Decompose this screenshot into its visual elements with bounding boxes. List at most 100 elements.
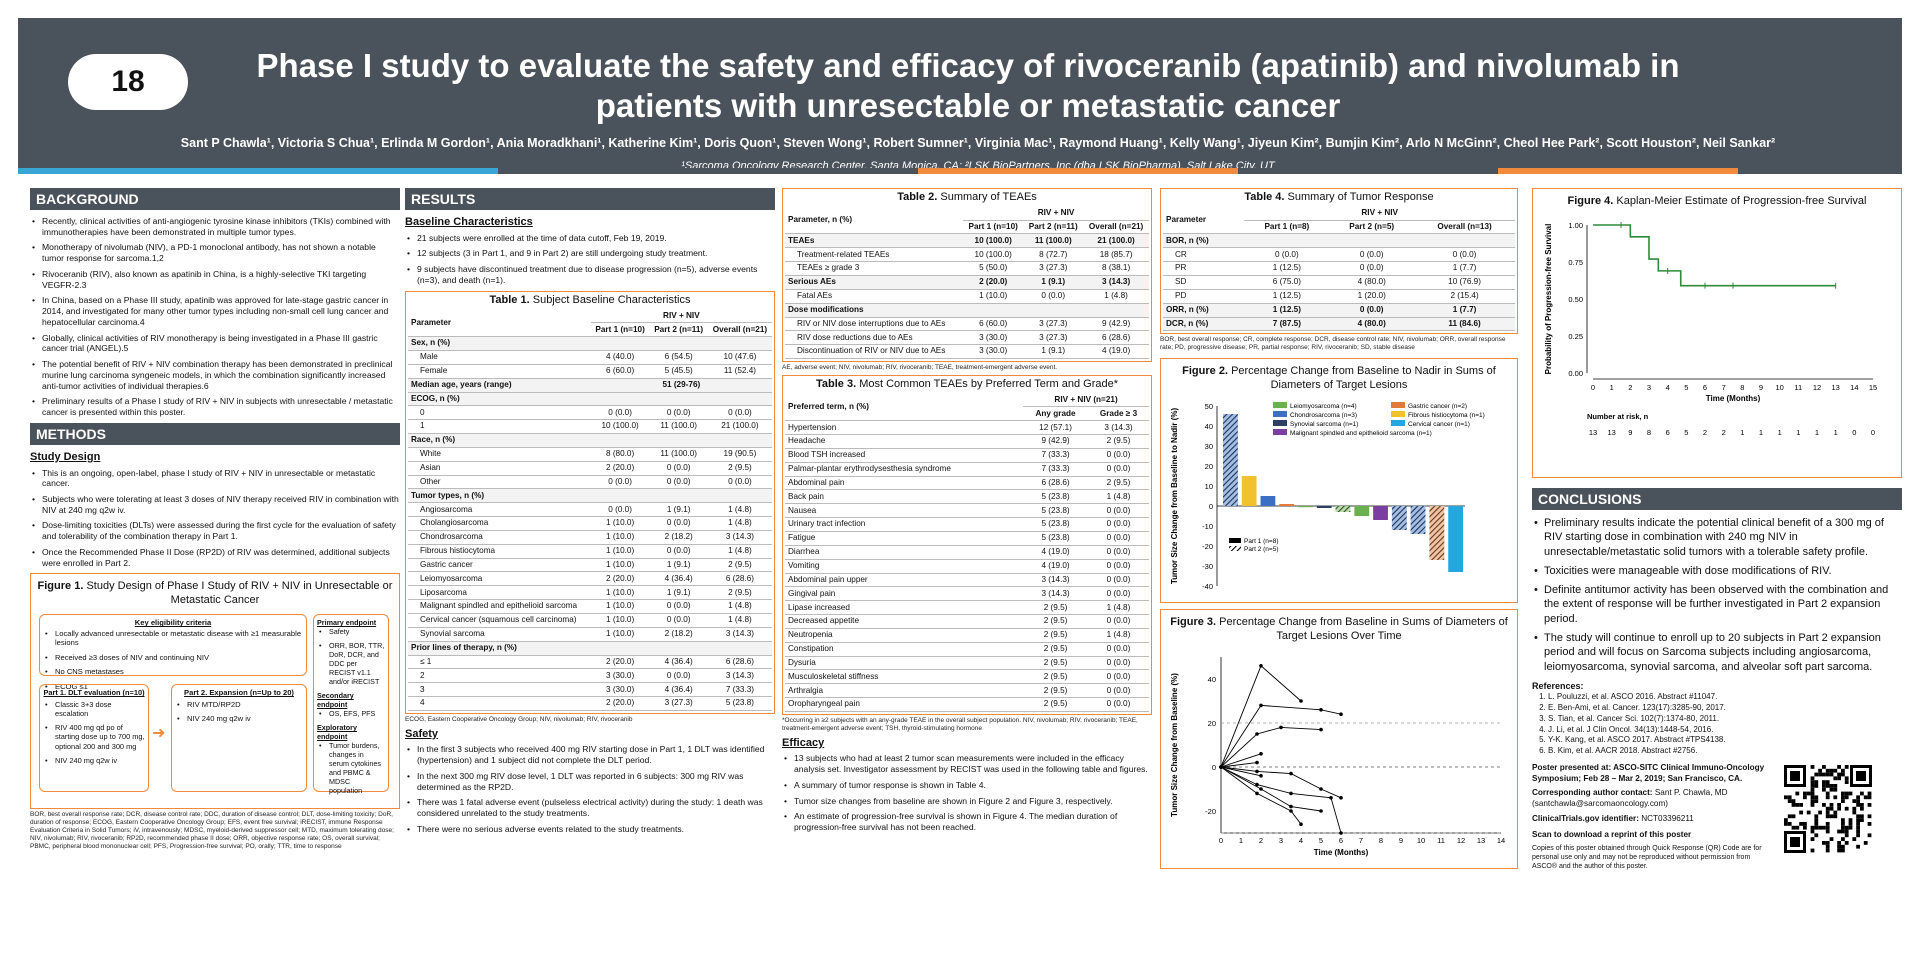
baseline-item: 12 subjects (3 in Part 1, and 9 in Part … [405, 248, 775, 259]
x-tick-label: 1 [1239, 836, 1243, 845]
safety-list: In the first 3 subjects who received 400… [405, 744, 775, 834]
poster-number-badge: 18 [68, 54, 188, 110]
legend-label: Chondrosarcoma (n=3) [1290, 412, 1357, 419]
table-cell: 1 (12.5) [1244, 261, 1330, 276]
table-cell: 0 (0.0) [1244, 247, 1330, 263]
safety-item: In the first 3 subjects who received 400… [405, 744, 775, 765]
figure-3-title: Figure 3. Percentage Change from Baselin… [1170, 615, 1508, 642]
qr-module [1825, 814, 1830, 819]
table-cell: 2 (9.5) [707, 585, 772, 601]
poster-header: 18 Phase I study to evaluate the safety … [18, 18, 1902, 172]
legend-label: Cervical cancer (n=1) [1408, 421, 1470, 428]
conclusion-item: Toxicities were manageable with dose mod… [1532, 564, 1902, 579]
legend-label: Malignant spindled and epithelioid sarco… [1290, 430, 1432, 437]
table-cell: 2 (15.4) [1414, 289, 1515, 304]
x-tick-label: 6 [1703, 383, 1707, 392]
qr-module [1833, 814, 1838, 819]
eligibility-item: No CNS metastases [43, 667, 303, 677]
qr-module [1818, 772, 1822, 777]
table-cell: 3 (14.3) [1083, 275, 1149, 290]
qr-module [1837, 844, 1841, 849]
table-4-title: Table 4. Summary of Tumor Response [1244, 191, 1434, 203]
y-tick-label: 0.50 [1568, 295, 1583, 304]
part2-box: Part 2. Expansion (n=Up to 20) RIV MTD/R… [171, 684, 307, 793]
table-cell: Malignant spindled and epithelioid sarco… [408, 599, 591, 614]
x-tick-label: 2 [1628, 383, 1632, 392]
part1-swatch [1229, 538, 1241, 544]
references: References: L. Pouluzzi, et al. ASCO 201… [1532, 680, 1902, 757]
figure-1-title: Figure 1. Study Design of Phase I Study … [37, 580, 393, 607]
table-cell: Liposarcoma [408, 585, 591, 601]
qr-module [1856, 821, 1860, 826]
x-tick-label: 4 [1666, 383, 1670, 392]
qr-module [1852, 806, 1857, 811]
table-cell: BOR, n (%) [1163, 233, 1245, 249]
legend-label: Synovial sarcoma (n=1) [1290, 421, 1358, 428]
qr-module [1814, 799, 1819, 803]
table-row: Abdominal pain upper 3 (14.3) 0 (0.0) [785, 573, 1149, 588]
baseline-item: 9 subjects have discontinued treatment d… [405, 264, 775, 285]
qr-module [1848, 818, 1853, 822]
table-row: Vomiting 4 (19.0) 0 (0.0) [785, 559, 1149, 574]
qr-module [1825, 768, 1830, 773]
table-cell: 4 (19.0) [1023, 545, 1088, 560]
efficacy-item: 13 subjects who had at least 2 tumor sca… [782, 753, 1152, 774]
qr-module [1852, 837, 1857, 841]
table-cell: 0 (0.0) [1088, 531, 1149, 546]
qr-module [1825, 780, 1830, 784]
qr-module [1810, 837, 1815, 841]
presented-at: Poster presented at: ASCO-SITC Clinical … [1532, 762, 1765, 783]
table-header: RIV + NIV [1244, 206, 1515, 221]
series-point [1255, 783, 1259, 787]
x-axis-label: Time (Months) [1314, 848, 1369, 857]
table-cell [590, 433, 650, 448]
qr-module [1844, 806, 1849, 811]
table-cell: 0 (0.0) [707, 405, 772, 421]
part1-box: Part 1. DLT evaluation (n=10) Classic 3+… [39, 684, 149, 793]
risk-count: 0 [1852, 428, 1856, 437]
table-2: Table 2. Summary of TEAEs Parameter, n (… [782, 188, 1152, 363]
table-cell: 10 (100.0) [963, 233, 1024, 249]
table-cell: 3 (27.3) [1023, 261, 1084, 276]
qr-module [1799, 821, 1803, 826]
table-cell: 0 (0.0) [649, 544, 708, 559]
risk-count: 1 [1778, 428, 1782, 437]
qr-module [1829, 837, 1834, 841]
qr-module [1787, 814, 1792, 819]
y-tick-label: -20 [1202, 542, 1213, 551]
table-row: Sex, n (%) [408, 336, 772, 351]
table-cell: Arthralgia [785, 683, 1024, 699]
qr-code-icon[interactable] [1782, 762, 1874, 855]
table-cell: Cholangiosarcoma [408, 516, 591, 531]
table-3: Table 3. Most Common TEAEs by Preferred … [782, 374, 1152, 715]
qr-module [1863, 840, 1868, 845]
efficacy-list: 13 subjects who had at least 2 tumor sca… [782, 753, 1152, 832]
safety-item: There was 1 fatal adverse event (pulsele… [405, 797, 775, 818]
qr-module [1856, 829, 1860, 834]
part1-title: Part 1. DLT evaluation (n=10) [43, 688, 145, 698]
qr-module [1829, 806, 1834, 811]
table-cell: 1 (10.0) [590, 585, 650, 601]
table-cell: 0 (0.0) [1329, 303, 1415, 318]
qr-module [1867, 814, 1872, 819]
series-point [1329, 796, 1333, 801]
qr-module [1814, 833, 1819, 838]
y-tick-label: 0.00 [1568, 369, 1583, 378]
table-cell [707, 641, 772, 656]
table-header: Grade ≥ 3 [1088, 406, 1149, 422]
series-point [1259, 774, 1263, 779]
table-cell: 10 (47.6) [707, 350, 772, 365]
table-cell: 5 (23.8) [1023, 503, 1088, 519]
qr-module [1844, 833, 1849, 838]
reference-item: E. Ben-Ami, et al. Cancer. 123(17):3285-… [1548, 703, 1902, 714]
qr-module [1803, 795, 1807, 800]
table-cell: 2 (9.5) [1023, 642, 1088, 657]
table-cell: 2 (20.0) [590, 696, 650, 711]
y-tick-label: -40 [1202, 582, 1213, 591]
qr-module [1841, 844, 1845, 849]
table-cell: 0 (0.0) [649, 516, 708, 531]
